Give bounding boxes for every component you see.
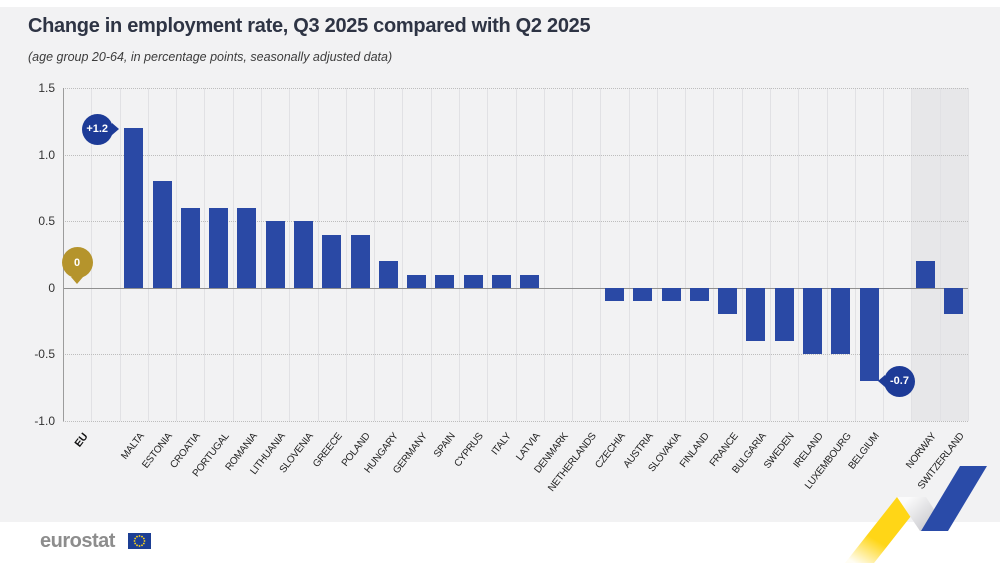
bar-germany — [407, 274, 426, 288]
gridline--0.5 — [63, 354, 968, 356]
bar-austria — [633, 287, 653, 302]
bar-slovakia — [661, 287, 681, 302]
bar-malta — [124, 128, 144, 288]
bar-estonia — [152, 181, 172, 288]
column-separator — [968, 88, 969, 421]
column-separator — [600, 88, 602, 421]
column-separator — [260, 88, 262, 421]
column-separator — [911, 88, 913, 421]
chart-title: Change in employment rate, Q3 2025 compa… — [28, 15, 591, 37]
y-tick--1.0: -1.0 — [34, 414, 55, 428]
x-label-malta: MALTA — [118, 431, 147, 462]
column-separator — [543, 88, 545, 421]
column-separator — [91, 88, 93, 421]
bar-bulgaria — [746, 287, 766, 342]
column-separator — [770, 88, 772, 421]
column-separator — [628, 88, 630, 421]
bar-slovenia — [293, 221, 313, 288]
callout-eu: 0 — [61, 247, 93, 285]
chart-subtitle: (age group 20-64, in percentage points, … — [28, 50, 393, 64]
column-separator — [402, 88, 404, 421]
y-tick-1.5: 1.5 — [38, 81, 55, 95]
column-separator — [119, 88, 121, 421]
bar-finland — [689, 287, 709, 302]
y-tick-0: 0 — [48, 280, 55, 295]
gridline-0.5 — [63, 221, 968, 223]
column-separator — [176, 88, 178, 421]
gridline-1.0 — [63, 154, 968, 156]
column-separator — [685, 88, 687, 421]
column-separator — [883, 88, 885, 421]
bar-greece — [322, 234, 342, 288]
bar-czechia — [605, 287, 624, 302]
column-separator — [656, 88, 658, 421]
gridline-0 — [63, 287, 968, 289]
x-label-eu: EU — [72, 431, 91, 450]
callout-tail — [111, 123, 119, 135]
column-separator — [741, 88, 743, 421]
column-separator — [826, 88, 828, 421]
column-separator — [147, 88, 149, 421]
bar-belgium — [859, 287, 879, 381]
eurostat-logo-text: eurostat — [40, 530, 115, 552]
column-separator — [487, 88, 489, 421]
bar-norway — [916, 261, 936, 288]
eurostat-ribbon-decoration — [845, 466, 987, 563]
bar-latvia — [520, 274, 540, 288]
callout-tail — [71, 277, 84, 285]
gridline--1.0 — [63, 421, 968, 422]
column-separator — [713, 88, 715, 421]
bar-sweden — [774, 287, 794, 342]
gridline-1.5 — [63, 88, 968, 89]
bar-hungary — [378, 261, 398, 288]
bar-luxembourg — [831, 287, 851, 355]
column-separator — [515, 88, 517, 421]
bar-cyprus — [463, 274, 483, 288]
column-separator — [289, 88, 291, 421]
column-separator — [317, 88, 319, 421]
x-label-spain: SPAIN — [431, 431, 458, 460]
eu-flag-icon — [128, 533, 151, 549]
bar-portugal — [209, 207, 228, 288]
bar-poland — [350, 234, 370, 288]
callout-tail — [878, 375, 885, 387]
x-label-italy: ITALY — [490, 431, 515, 458]
y-tick--0.5: -0.5 — [34, 347, 55, 362]
bar-france — [718, 287, 738, 315]
x-label-latvia: LATVIA — [513, 431, 543, 463]
column-separator — [232, 88, 234, 421]
column-separator — [854, 88, 856, 421]
column-separator — [939, 88, 941, 421]
bar-switzerland — [944, 287, 964, 315]
bar-italy — [491, 274, 511, 288]
callout-malta: +1.2 — [81, 113, 119, 145]
bar-spain — [435, 274, 455, 288]
y-tick-0.5: 0.5 — [38, 214, 55, 229]
column-separator — [458, 88, 460, 421]
column-separator — [204, 88, 206, 421]
bar-romania — [237, 207, 257, 288]
bar-lithuania — [265, 221, 285, 288]
y-tick-1.0: 1.0 — [38, 147, 55, 162]
column-separator — [374, 88, 376, 421]
column-separator — [345, 88, 347, 421]
callout-belgium: -0.7 — [878, 365, 915, 397]
column-separator — [798, 88, 800, 421]
column-separator — [572, 88, 574, 421]
bar-ireland — [803, 287, 822, 355]
column-separator — [430, 88, 432, 421]
bar-croatia — [180, 207, 200, 288]
